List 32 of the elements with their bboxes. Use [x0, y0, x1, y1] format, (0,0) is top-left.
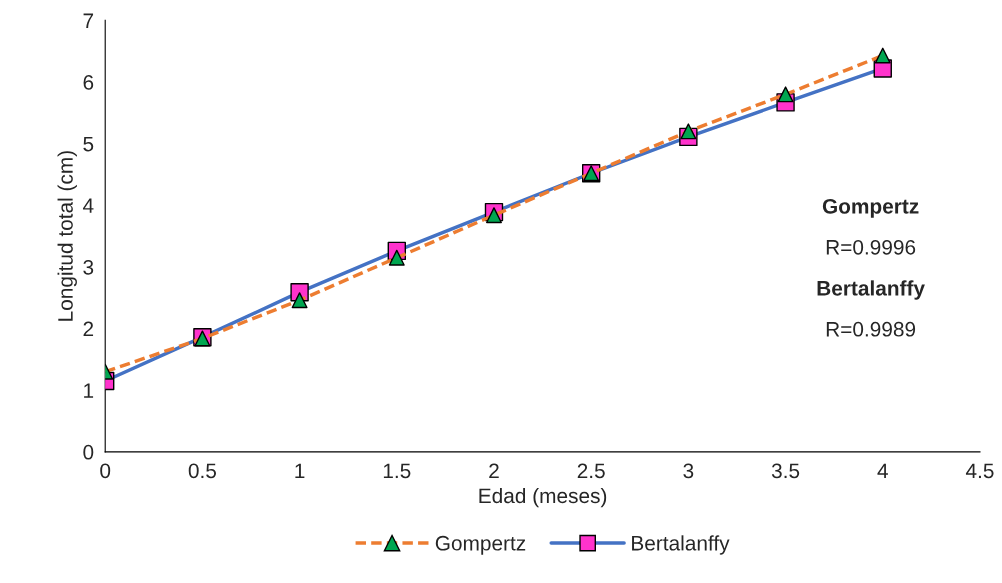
x-tick-label: 1.5 — [383, 463, 411, 479]
y-axis-title: Longitud total (cm) — [57, 151, 77, 321]
x-axis-title: Edad (meses) — [479, 487, 607, 508]
x-tick-label: 1 — [295, 463, 305, 479]
y-tick-label: 4 — [82, 198, 94, 213]
x-tick-label: 4.5 — [965, 463, 994, 479]
y-tick-label: 7 — [83, 13, 94, 28]
legend-label: Gompertz — [435, 535, 526, 555]
y-tick-label: 0 — [83, 444, 94, 460]
point — [777, 86, 794, 103]
point — [291, 292, 308, 309]
annotation: R=0.9989 — [826, 321, 916, 337]
x-tick-label: 4 — [877, 463, 888, 479]
x-tick-label: 2.5 — [577, 463, 605, 479]
x-tick-label: 0.5 — [188, 463, 217, 479]
y-tick-label: 2 — [83, 321, 94, 337]
x-tick-label: 3 — [683, 463, 694, 479]
point — [874, 47, 891, 64]
x-tick-label: 0 — [100, 463, 111, 479]
point — [680, 123, 697, 140]
y-tick-label: 1 — [84, 383, 94, 398]
annotation: Gompertz — [822, 198, 919, 218]
y-tick-label: 6 — [83, 75, 94, 90]
point — [486, 207, 502, 224]
point — [388, 249, 405, 266]
y-tick-label: 3 — [83, 259, 94, 275]
x-tick-label: 3.5 — [771, 463, 800, 479]
y-tick-label: 5 — [83, 136, 94, 152]
x-tick-label: 2 — [489, 463, 499, 479]
annotation: Bertalanffy — [817, 280, 925, 300]
legend-label: Bertalanffy — [632, 535, 730, 555]
annotation: R=0.9996 — [826, 239, 916, 255]
